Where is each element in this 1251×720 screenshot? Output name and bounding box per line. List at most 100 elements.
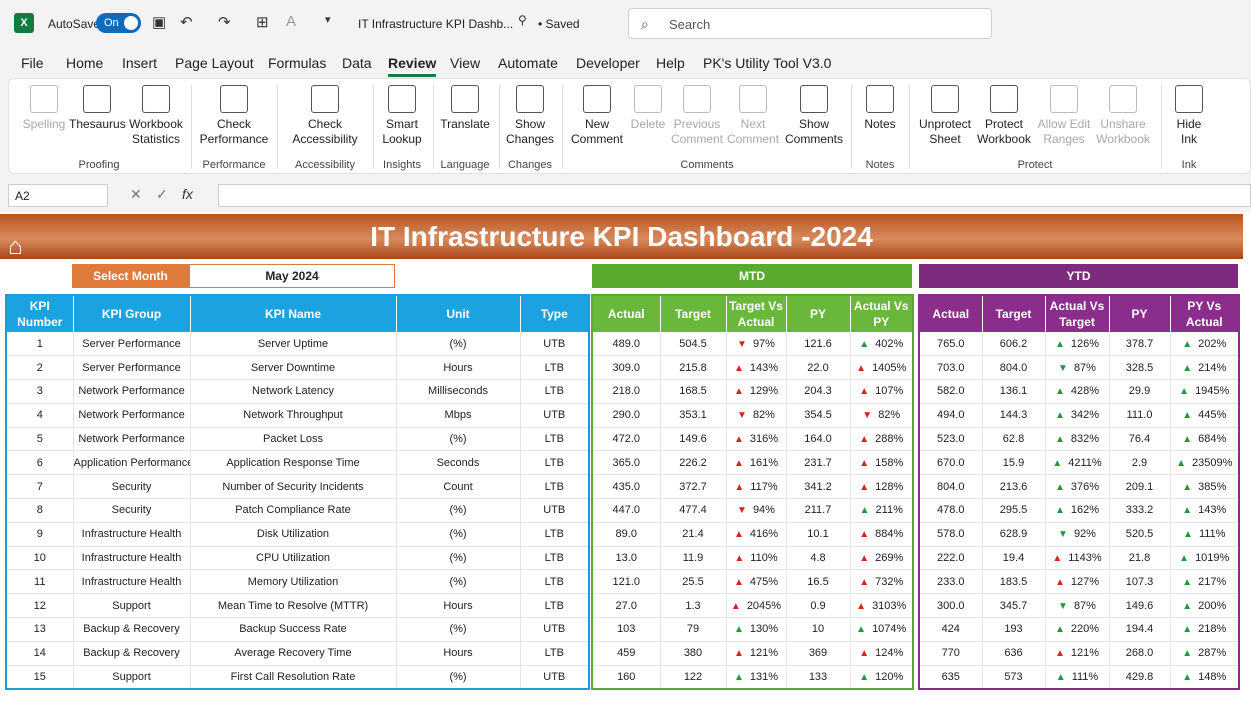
ytd-py-vs-actual-cell[interactable]: ▲ 287%: [1170, 641, 1240, 666]
mtd-actual-cell[interactable]: 489.0: [592, 332, 661, 357]
ytd-py-vs-actual-cell[interactable]: ▲ 1019%: [1170, 546, 1240, 571]
type-cell[interactable]: UTB: [520, 498, 590, 523]
ytd-actual-cell[interactable]: 635: [919, 665, 983, 690]
customize-qat-icon[interactable]: ▾: [325, 14, 331, 26]
type-cell[interactable]: LTB: [520, 593, 590, 619]
menu-formulas[interactable]: Formulas: [268, 55, 327, 71]
menu-page-layout[interactable]: Page Layout: [175, 55, 254, 71]
ytd-py-vs-actual-cell[interactable]: ▲ 200%: [1170, 593, 1240, 619]
mtd-target-vs-actual-cell[interactable]: ▲ 143%: [726, 355, 787, 381]
kpi-name-cell[interactable]: Mean Time to Resolve (MTTR): [190, 593, 397, 619]
ytd-actual-cell[interactable]: 670.0: [919, 450, 983, 476]
ytd-py-vs-actual-cell[interactable]: ▲ 385%: [1170, 474, 1240, 500]
kpi-name-cell[interactable]: Server Downtime: [190, 355, 397, 381]
redo-icon[interactable]: ↷: [218, 14, 231, 31]
mtd-target-vs-actual-cell[interactable]: ▲ 161%: [726, 450, 787, 476]
home-icon[interactable]: ⌂: [8, 233, 23, 260]
show-changes-button[interactable]: Show Changes: [505, 83, 555, 147]
kpi-group-cell[interactable]: Infrastructure Health: [73, 546, 191, 571]
mtd-target-vs-actual-cell[interactable]: ▼ 82%: [726, 403, 787, 428]
kpi-group-cell[interactable]: Server Performance: [73, 332, 191, 357]
kpi-number-cell[interactable]: 4: [6, 403, 74, 428]
ytd-py-cell[interactable]: 429.8: [1109, 665, 1171, 690]
ytd-py-vs-actual-cell[interactable]: ▲ 202%: [1170, 332, 1240, 357]
saved-status[interactable]: • Saved: [538, 17, 580, 31]
mtd-actual-cell[interactable]: 472.0: [592, 427, 661, 452]
ytd-actual-vs-target-cell[interactable]: ▲ 162%: [1045, 498, 1110, 523]
kpi-number-cell[interactable]: 6: [6, 450, 74, 476]
ytd-target-cell[interactable]: 15.9: [982, 450, 1046, 476]
ytd-actual-vs-target-cell[interactable]: ▼ 87%: [1045, 593, 1110, 619]
mtd-actual-cell[interactable]: 218.0: [592, 379, 661, 404]
ytd-actual-cell[interactable]: 804.0: [919, 474, 983, 500]
kpi-group-cell[interactable]: Security: [73, 498, 191, 523]
type-cell[interactable]: LTB: [520, 355, 590, 381]
kpi-group-cell[interactable]: Support: [73, 665, 191, 690]
kpi-number-cell[interactable]: 1: [6, 332, 74, 357]
ytd-actual-cell[interactable]: 300.0: [919, 593, 983, 619]
menu-utility-tool[interactable]: PK's Utility Tool V3.0: [703, 55, 832, 71]
mtd-actual-cell[interactable]: 290.0: [592, 403, 661, 428]
kpi-name-cell[interactable]: Memory Utilization: [190, 569, 397, 595]
mtd-target-vs-actual-cell[interactable]: ▲ 2045%: [726, 593, 787, 619]
mtd-actual-vs-py-cell[interactable]: ▼ 82%: [850, 403, 914, 428]
ytd-actual-cell[interactable]: 478.0: [919, 498, 983, 523]
mtd-py-cell[interactable]: 16.5: [786, 569, 851, 595]
kpi-number-cell[interactable]: 2: [6, 355, 74, 381]
mtd-actual-vs-py-cell[interactable]: ▲ 3103%: [850, 593, 914, 619]
menu-help[interactable]: Help: [656, 55, 685, 71]
ytd-target-cell[interactable]: 573: [982, 665, 1046, 690]
type-cell[interactable]: UTB: [520, 403, 590, 428]
mtd-actual-vs-py-cell[interactable]: ▲ 107%: [850, 379, 914, 404]
mtd-actual-vs-py-cell[interactable]: ▲ 732%: [850, 569, 914, 595]
kpi-number-cell[interactable]: 9: [6, 522, 74, 547]
mtd-target-vs-actual-cell[interactable]: ▲ 117%: [726, 474, 787, 500]
kpi-group-cell[interactable]: Backup & Recovery: [73, 641, 191, 666]
mtd-target-vs-actual-cell[interactable]: ▲ 129%: [726, 379, 787, 404]
kpi-name-cell[interactable]: First Call Resolution Rate: [190, 665, 397, 690]
ytd-actual-vs-target-cell[interactable]: ▲ 832%: [1045, 427, 1110, 452]
kpi-name-cell[interactable]: Average Recovery Time: [190, 641, 397, 666]
mtd-actual-vs-py-cell[interactable]: ▲ 402%: [850, 332, 914, 357]
mtd-py-cell[interactable]: 211.7: [786, 498, 851, 523]
unit-cell[interactable]: (%): [396, 498, 521, 523]
ytd-actual-vs-target-cell[interactable]: ▲ 121%: [1045, 641, 1110, 666]
notes-button[interactable]: Notes: [859, 83, 901, 132]
ytd-actual-cell[interactable]: 233.0: [919, 569, 983, 595]
ytd-target-cell[interactable]: 19.4: [982, 546, 1046, 571]
menu-data[interactable]: Data: [342, 55, 372, 71]
ytd-actual-cell[interactable]: 523.0: [919, 427, 983, 452]
mtd-target-vs-actual-cell[interactable]: ▲ 316%: [726, 427, 787, 452]
ytd-py-cell[interactable]: 111.0: [1109, 403, 1171, 428]
ytd-py-cell[interactable]: 76.4: [1109, 427, 1171, 452]
mtd-actual-cell[interactable]: 459: [592, 641, 661, 666]
ytd-actual-vs-target-cell[interactable]: ▼ 92%: [1045, 522, 1110, 547]
unit-cell[interactable]: Mbps: [396, 403, 521, 428]
kpi-group-cell[interactable]: Server Performance: [73, 355, 191, 381]
menu-developer[interactable]: Developer: [576, 55, 640, 71]
mtd-target-cell[interactable]: 380: [660, 641, 727, 666]
unit-cell[interactable]: Hours: [396, 641, 521, 666]
kpi-name-cell[interactable]: Number of Security Incidents: [190, 474, 397, 500]
menu-view[interactable]: View: [450, 55, 481, 71]
mtd-target-vs-actual-cell[interactable]: ▲ 131%: [726, 665, 787, 690]
type-cell[interactable]: LTB: [520, 427, 590, 452]
kpi-number-cell[interactable]: 15: [6, 665, 74, 690]
mtd-target-vs-actual-cell[interactable]: ▲ 416%: [726, 522, 787, 547]
ytd-actual-vs-target-cell[interactable]: ▲ 220%: [1045, 617, 1110, 642]
kpi-number-cell[interactable]: 14: [6, 641, 74, 666]
check-accessibility-button[interactable]: Check Accessibility: [285, 83, 365, 147]
previous-comment-button[interactable]: Previous Comment: [671, 83, 723, 147]
workbook-statistics-button[interactable]: Workbook Statistics: [127, 83, 185, 147]
menu-insert[interactable]: Insert: [122, 55, 158, 71]
menu-file[interactable]: File: [21, 55, 44, 71]
kpi-number-cell[interactable]: 13: [6, 617, 74, 642]
mtd-target-cell[interactable]: 79: [660, 617, 727, 642]
mtd-py-cell[interactable]: 133: [786, 665, 851, 690]
type-cell[interactable]: LTB: [520, 379, 590, 404]
kpi-group-cell[interactable]: Infrastructure Health: [73, 522, 191, 547]
allow-edit-ranges-button[interactable]: Allow Edit Ranges: [1035, 83, 1093, 147]
menu-automate[interactable]: Automate: [498, 55, 558, 71]
mtd-actual-vs-py-cell[interactable]: ▲ 120%: [850, 665, 914, 690]
mtd-actual-vs-py-cell[interactable]: ▲ 1074%: [850, 617, 914, 642]
